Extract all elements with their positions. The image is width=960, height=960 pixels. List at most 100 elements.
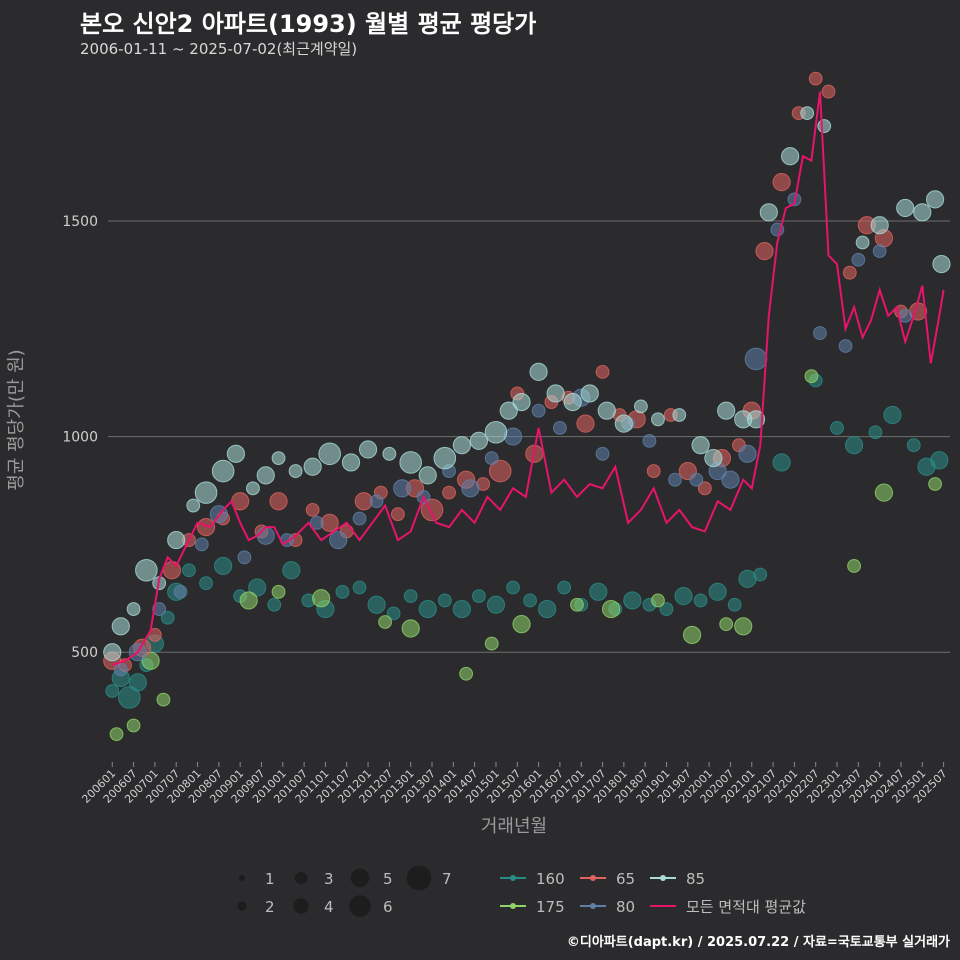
color-legend-dot (510, 875, 516, 881)
data-point (211, 459, 235, 483)
data-point (109, 727, 124, 742)
data-point (186, 498, 201, 513)
data-point (727, 597, 742, 612)
data-point (595, 446, 610, 461)
color-legend-dot (660, 875, 666, 881)
data-point (239, 591, 258, 610)
data-point (442, 485, 456, 500)
data-point (646, 464, 661, 478)
data-point (847, 559, 861, 573)
data-point (369, 494, 384, 509)
data-point (597, 401, 616, 420)
average-line (111, 91, 945, 667)
data-point (237, 550, 252, 565)
data-point (744, 347, 768, 371)
data-point (800, 106, 815, 121)
data-point (838, 339, 853, 353)
data-point (194, 481, 218, 504)
data-point (433, 446, 457, 470)
color-legend-dot (510, 903, 516, 909)
data-point (529, 362, 548, 381)
data-point (601, 599, 621, 619)
data-point (546, 384, 565, 403)
data-point (386, 606, 401, 621)
y-axis: 500 1000 1500 (62, 214, 98, 661)
data-point (196, 518, 216, 537)
data-point (781, 147, 800, 166)
data-point (523, 593, 537, 608)
data-point (842, 265, 857, 280)
scatter-points (103, 71, 951, 742)
data-point (418, 466, 437, 485)
data-point (358, 440, 378, 459)
data-point (708, 582, 727, 601)
data-point (651, 412, 665, 427)
data-point (484, 451, 499, 466)
data-point (352, 511, 367, 526)
data-point (844, 436, 864, 455)
data-point (746, 410, 766, 429)
data-point (506, 580, 520, 595)
data-point (817, 119, 832, 133)
data-point (570, 597, 584, 612)
data-point (813, 326, 827, 340)
data-point (499, 401, 518, 420)
data-point (167, 530, 186, 550)
data-point (486, 595, 506, 614)
data-point (248, 578, 267, 597)
size-legend-key (293, 898, 309, 914)
data-point (913, 203, 932, 222)
grid (108, 220, 950, 653)
data-point (689, 472, 704, 487)
size-legend-key (350, 868, 370, 888)
data-point (352, 580, 367, 595)
data-point (868, 425, 883, 440)
data-point (563, 392, 582, 412)
data-point (382, 446, 397, 461)
data-point (512, 615, 531, 634)
data-point (925, 190, 945, 209)
data-point (461, 479, 480, 498)
data-point (704, 449, 723, 468)
data-point (830, 421, 844, 435)
data-point (128, 673, 147, 692)
color-legend-label: 175 (536, 898, 565, 916)
size-legend-key (294, 871, 308, 885)
data-point (697, 481, 712, 496)
data-point (772, 173, 791, 192)
data-point (851, 252, 866, 267)
data-point (472, 589, 486, 604)
size-legend-key (237, 901, 247, 911)
data-point (246, 481, 260, 496)
data-point (156, 692, 171, 707)
data-point (335, 584, 350, 599)
data-point (226, 444, 245, 463)
data-point (141, 651, 160, 670)
data-point (932, 254, 951, 274)
data-point (173, 584, 188, 599)
data-point (399, 451, 422, 474)
data-point (772, 453, 791, 472)
data-point (401, 619, 420, 638)
data-point (256, 466, 275, 485)
data-point (459, 666, 474, 681)
data-point (312, 589, 331, 608)
data-point (623, 591, 642, 610)
size-legend-label: 1 (265, 870, 275, 888)
data-point (580, 384, 599, 403)
data-point (642, 433, 657, 448)
data-point (874, 483, 894, 502)
size-legend-label: 4 (324, 898, 334, 916)
data-point (160, 610, 175, 625)
data-point (111, 617, 130, 636)
data-point (267, 597, 282, 612)
data-point (531, 403, 546, 418)
data-point (674, 587, 693, 606)
data-point (595, 364, 610, 379)
data-point (906, 438, 921, 453)
data-point (452, 436, 471, 455)
x-axis: 2006012006072007012007072008012008072009… (79, 762, 950, 806)
data-point (576, 414, 595, 433)
size-legend-label: 7 (442, 870, 452, 888)
average-line-path (111, 91, 945, 667)
